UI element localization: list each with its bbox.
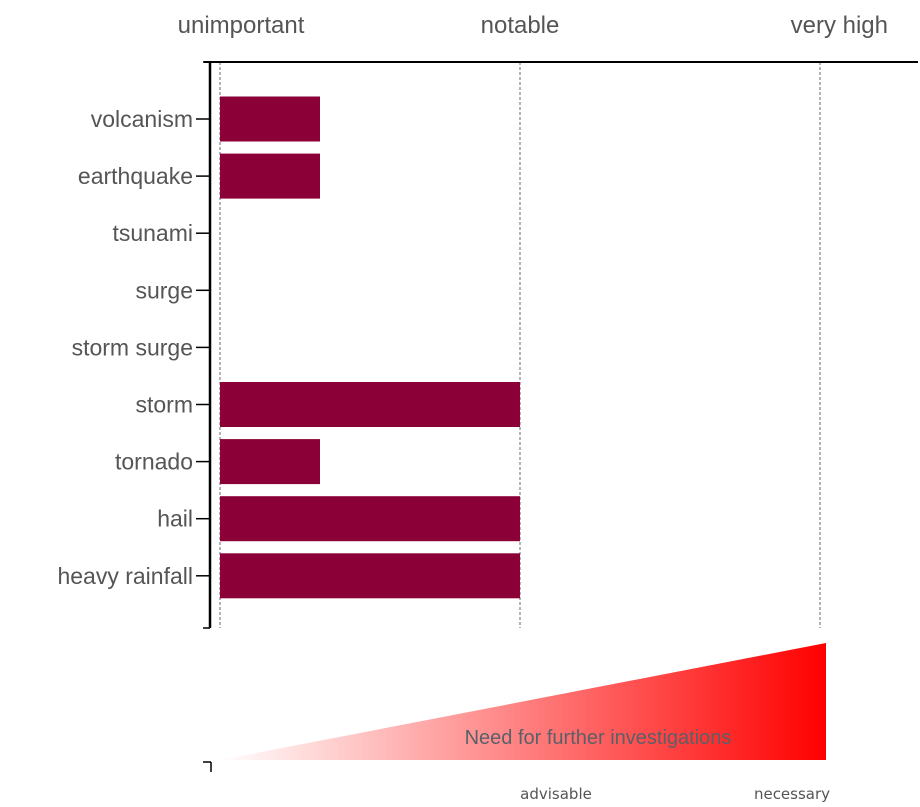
- top-tick-label-1: notable: [481, 12, 560, 39]
- category-label-2: tsunami: [112, 220, 193, 246]
- bar-7: [220, 496, 520, 542]
- bar-8: [220, 553, 520, 599]
- need-gradient-wedge: [220, 643, 826, 760]
- bar-0: [220, 96, 320, 142]
- top-tick-label-0: unimportant: [178, 12, 305, 39]
- need-indicator: Need for further investigations: [203, 643, 826, 772]
- category-label-5: storm: [136, 392, 194, 418]
- bar-6: [220, 439, 320, 485]
- bottom-tick-label-1: necessary: [754, 785, 830, 803]
- category-label-8: heavy rainfall: [57, 563, 193, 589]
- category-label-4: storm surge: [72, 334, 193, 360]
- bars: [220, 96, 520, 599]
- need-gradient-label: Need for further investigations: [465, 727, 732, 749]
- axes: [196, 61, 918, 629]
- bottom-tick-label-0: advisable: [520, 785, 592, 803]
- category-label-6: tornado: [115, 449, 193, 475]
- category-label-0: volcanism: [91, 106, 193, 132]
- category-label-1: earthquake: [78, 163, 193, 189]
- gridlines: [219, 62, 821, 628]
- top-tick-label-2: very high: [791, 12, 888, 39]
- bar-5: [220, 382, 520, 427]
- category-label-3: surge: [135, 277, 193, 303]
- labels: unimportant notable very high volcanism eart…: [57, 12, 888, 803]
- bar-1: [220, 153, 320, 199]
- category-label-7: hail: [157, 506, 193, 532]
